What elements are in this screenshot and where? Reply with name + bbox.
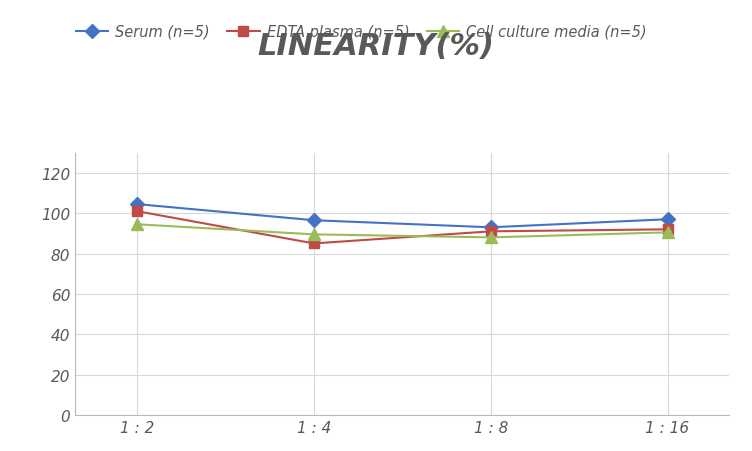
Serum (n=5) [132, 202, 141, 207]
EDTA plasma (n=5) [663, 227, 672, 233]
Serum (n=5) [487, 225, 496, 230]
EDTA plasma (n=5) [132, 209, 141, 214]
EDTA plasma (n=5) [487, 229, 496, 235]
Serum (n=5) [309, 218, 318, 223]
Text: LINEARITY(%): LINEARITY(%) [257, 32, 495, 60]
Cell culture media (n=5) [663, 230, 672, 235]
EDTA plasma (n=5) [309, 241, 318, 247]
Line: Cell culture media (n=5): Cell culture media (n=5) [132, 219, 673, 244]
Legend: Serum (n=5), EDTA plasma (n=5), Cell culture media (n=5): Serum (n=5), EDTA plasma (n=5), Cell cul… [76, 25, 647, 40]
Cell culture media (n=5) [309, 232, 318, 238]
Line: EDTA plasma (n=5): EDTA plasma (n=5) [132, 207, 672, 249]
Line: Serum (n=5): Serum (n=5) [132, 200, 672, 233]
Cell culture media (n=5) [487, 235, 496, 240]
Serum (n=5) [663, 217, 672, 222]
Cell culture media (n=5) [132, 222, 141, 227]
